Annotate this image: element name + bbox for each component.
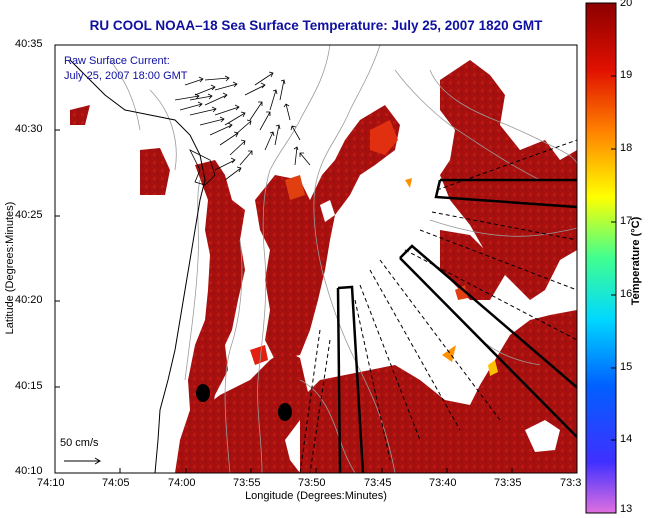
colorbar-tick-label: 19 bbox=[620, 69, 633, 81]
current-label-line-2: July 25, 2007 18:00 GMT bbox=[64, 70, 188, 82]
surface-current-vectors bbox=[174, 71, 311, 181]
x-tick-label: 74:00 bbox=[168, 477, 196, 489]
x-tick-label: 73:45 bbox=[364, 477, 392, 489]
sst-region-central bbox=[255, 105, 400, 360]
y-tick-label: 40:10 bbox=[15, 465, 43, 477]
survey-box-diagonal bbox=[399, 244, 577, 439]
sst-region-north-small bbox=[70, 105, 90, 125]
buoy-marker-1 bbox=[196, 384, 210, 402]
x-tick-label: 74:10 bbox=[37, 477, 65, 489]
bay-outline bbox=[189, 149, 216, 186]
colorbar-label: Temperature (°C) bbox=[630, 216, 642, 306]
colorbar-tick-label: 18 bbox=[620, 142, 633, 154]
colorbar-ticks bbox=[611, 75, 616, 441]
sst-warm-patch-5 bbox=[488, 360, 498, 376]
x-tick-label: 73:40 bbox=[429, 477, 457, 489]
x-tick-label: 73:3 bbox=[560, 477, 582, 489]
y-tick-label: 40:20 bbox=[15, 294, 43, 306]
survey-box-east bbox=[434, 178, 577, 209]
figure-title: RU COOL NOAA–18 Sea Surface Temperature:… bbox=[89, 18, 543, 33]
scale-label: 50 cm/s bbox=[60, 437, 99, 449]
sst-warm-patch-2 bbox=[370, 120, 398, 155]
sst-warm-patch-4 bbox=[442, 345, 456, 362]
buoy-marker-2 bbox=[278, 403, 292, 421]
survey-box-south bbox=[336, 285, 365, 473]
scale-arrow bbox=[64, 457, 101, 465]
sst-warm-patch-6 bbox=[455, 285, 468, 300]
sst-region-northwest bbox=[140, 148, 170, 195]
sst-warm-patch-7 bbox=[250, 345, 268, 365]
survey-boxes bbox=[336, 178, 577, 473]
y-tick-label: 40:15 bbox=[15, 380, 43, 392]
sst-warm-patch-3 bbox=[405, 178, 412, 188]
colorbar-tick-label: 17 bbox=[620, 215, 633, 227]
y-tick-label: 40:35 bbox=[15, 38, 43, 50]
sst-region-southeast bbox=[300, 310, 577, 473]
coastline bbox=[69, 59, 206, 473]
x-tick-label: 73:50 bbox=[298, 477, 326, 489]
sst-warm-patch-1 bbox=[285, 175, 305, 200]
bathymetry-contours bbox=[109, 45, 577, 473]
sst-region-west-strip bbox=[175, 160, 245, 473]
current-label-line-1: Raw Surface Current: bbox=[64, 55, 170, 67]
y-tick-label: 40:25 bbox=[15, 209, 43, 221]
colorbar-tick-label: 16 bbox=[620, 288, 633, 300]
axis-ticks bbox=[54, 44, 513, 474]
cloud-hole-2 bbox=[320, 200, 335, 222]
colorbar-tick-label: 13 bbox=[620, 503, 633, 515]
cloud-hole-1 bbox=[525, 420, 560, 452]
y-tick-label: 40:30 bbox=[15, 123, 43, 135]
cloud-hole-3 bbox=[345, 255, 360, 272]
colorbar-tick-label: 14 bbox=[620, 433, 633, 445]
x-axis-label: Longitude (Degrees:Minutes) bbox=[245, 490, 387, 502]
transect-lines bbox=[299, 139, 577, 473]
colorbar-tick-label: 15 bbox=[620, 361, 633, 373]
colorbar bbox=[585, 2, 617, 514]
sst-field bbox=[64, 45, 577, 473]
x-tick-label: 74:05 bbox=[102, 477, 130, 489]
sst-region-southwest bbox=[180, 350, 310, 473]
colorbar-tick-label: 20 bbox=[620, 0, 633, 9]
x-tick-label: 73:35 bbox=[494, 477, 522, 489]
x-tick-label: 73:55 bbox=[233, 477, 261, 489]
